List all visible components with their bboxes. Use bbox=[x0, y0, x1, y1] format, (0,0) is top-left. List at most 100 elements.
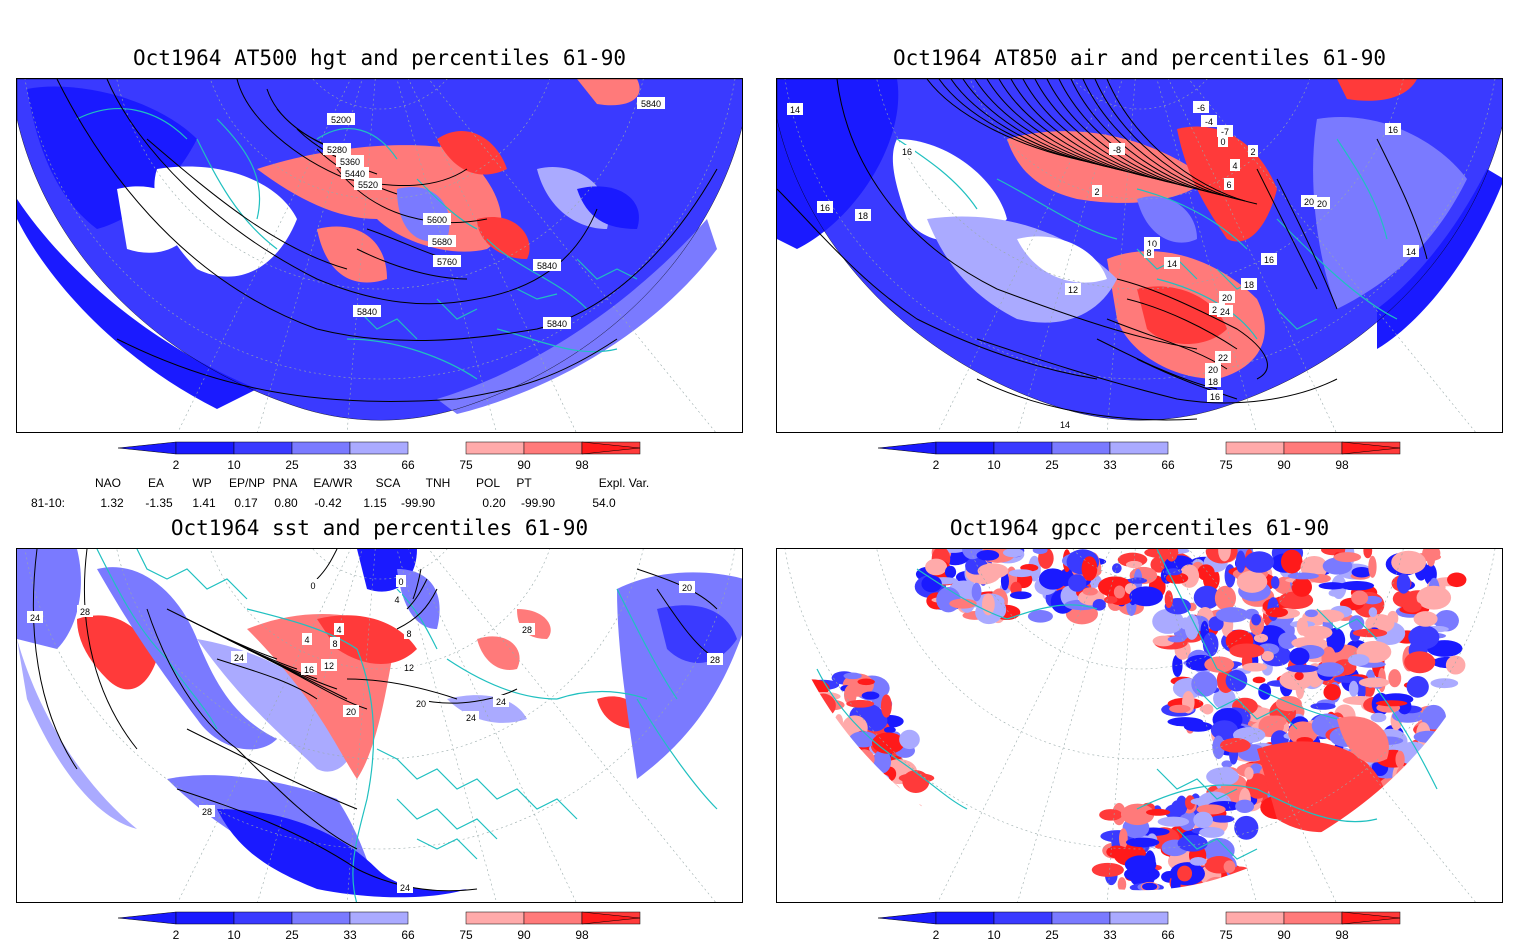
contour-label: 24 bbox=[231, 651, 247, 663]
precip-anomaly-cell bbox=[1189, 857, 1207, 866]
map-panel-sst: 24 28 24 28 24 16 12 8 4 4 0 20 20 24 24 28 28 20 12 8 4 0 bbox=[16, 548, 743, 903]
colorbar-high-arrow bbox=[1341, 911, 1401, 925]
precip-anomaly-cell bbox=[1351, 590, 1369, 606]
anomaly-area bbox=[317, 226, 387, 283]
longitude-gridline bbox=[1106, 549, 1136, 902]
precip-anomaly-cell bbox=[1375, 700, 1408, 707]
svg-text:6: 6 bbox=[1226, 180, 1231, 190]
precip-anomaly-cell bbox=[1185, 795, 1196, 810]
precip-anomaly-cell bbox=[1009, 591, 1032, 600]
precip-anomaly-cell bbox=[1265, 715, 1287, 728]
contour-label: 24 bbox=[1217, 305, 1233, 317]
longitude-gridline bbox=[1168, 549, 1337, 902]
contour-label: 12 bbox=[401, 661, 417, 673]
contour-label: 6 bbox=[1224, 178, 1234, 190]
coastline bbox=[896, 138, 1398, 340]
contour-label: 8 bbox=[1144, 246, 1154, 258]
svg-text:24: 24 bbox=[234, 653, 244, 663]
precip-anomaly-cell bbox=[1032, 549, 1048, 555]
svg-text:5520: 5520 bbox=[358, 180, 378, 190]
index-header: Expl. Var. bbox=[598, 476, 650, 490]
precip-anomaly-cell bbox=[1120, 803, 1155, 826]
contour-line bbox=[950, 79, 1102, 166]
precip-anomaly-cell bbox=[1164, 804, 1183, 819]
svg-text:5760: 5760 bbox=[437, 257, 457, 267]
precip-anomaly-cell bbox=[1092, 598, 1107, 611]
precip-anomaly-cell bbox=[1197, 564, 1215, 581]
contour-label: 14 bbox=[787, 103, 803, 115]
longitude-gridline bbox=[408, 549, 577, 902]
contour-label: 0 bbox=[396, 575, 406, 587]
precip-anomaly-cell bbox=[921, 575, 942, 593]
index-header: EA bbox=[147, 476, 165, 490]
longitude-gridline bbox=[1188, 79, 1476, 432]
contour-line bbox=[226, 638, 338, 690]
colorbar-svg bbox=[877, 911, 1401, 925]
svg-text:16: 16 bbox=[304, 665, 314, 675]
precip-anomaly-cell bbox=[1348, 680, 1359, 697]
contour-line bbox=[974, 79, 1126, 172]
colorbar-tick-label: 75 bbox=[1219, 928, 1233, 942]
contour-line bbox=[406, 578, 428, 610]
contour-label: -7 bbox=[1217, 125, 1233, 137]
colorbar-tick-label: 98 bbox=[575, 928, 589, 942]
precip-anomaly-cell bbox=[1286, 664, 1319, 673]
precip-anomaly-cell bbox=[1251, 613, 1262, 626]
index-header: SCA bbox=[375, 476, 401, 490]
precip-anomaly-cell bbox=[1225, 669, 1248, 692]
precip-anomaly-cell bbox=[1081, 556, 1098, 581]
precip-anomaly-cell bbox=[1167, 636, 1186, 643]
precip-anomaly-cell bbox=[1191, 671, 1218, 697]
precip-anomaly-cell bbox=[846, 699, 875, 708]
colorbar-segment bbox=[993, 441, 1053, 455]
precip-anomaly-cell bbox=[1157, 816, 1190, 827]
longitude-gridline bbox=[1168, 79, 1337, 432]
colorbar-tick-label: 25 bbox=[1045, 928, 1059, 942]
svg-text:18: 18 bbox=[1244, 280, 1254, 290]
svg-text:4: 4 bbox=[336, 625, 341, 635]
precip-anomaly-cell bbox=[843, 684, 857, 705]
colorbar-tick-label: 90 bbox=[517, 928, 531, 942]
contour-label: 0 bbox=[1218, 135, 1228, 147]
svg-text:0: 0 bbox=[1220, 137, 1225, 147]
contour-line bbox=[1116, 278, 1268, 380]
colorbar-tick-label: 66 bbox=[401, 458, 415, 472]
longitude-gridline bbox=[257, 79, 363, 432]
colorbar-segment bbox=[523, 911, 583, 925]
contour-line bbox=[116, 338, 618, 402]
contour-line bbox=[1070, 79, 1222, 196]
precip-anomaly-cell bbox=[1099, 809, 1123, 821]
longitude-gridline bbox=[177, 79, 351, 432]
svg-text:20: 20 bbox=[1317, 199, 1327, 209]
longitude-gridline bbox=[396, 79, 497, 432]
contour-label: 16 bbox=[1207, 390, 1223, 402]
colorbar-segment bbox=[1109, 911, 1169, 925]
map-panel-gpcc bbox=[776, 548, 1503, 903]
colorbar-segment bbox=[935, 911, 995, 925]
svg-text:-4: -4 bbox=[1205, 117, 1213, 127]
contour-label: 20 bbox=[413, 697, 429, 709]
longitude-gridline bbox=[1106, 79, 1136, 432]
contour-label: 20 bbox=[1205, 363, 1221, 375]
precip-anomaly-cell bbox=[1104, 596, 1118, 604]
latitude-gridline bbox=[312, 79, 448, 110]
anomaly-area bbox=[1337, 716, 1389, 763]
contour-label: 28 bbox=[519, 623, 535, 635]
anomaly-area bbox=[1137, 196, 1197, 243]
svg-text:28: 28 bbox=[80, 607, 90, 617]
precip-anomaly-cell bbox=[880, 694, 892, 718]
anomaly-area bbox=[97, 567, 277, 750]
contour-line bbox=[412, 568, 422, 600]
longitude-gridline bbox=[396, 549, 497, 902]
precip-anomaly-cell bbox=[1388, 669, 1402, 688]
contour-label: 24 bbox=[493, 695, 509, 707]
precip-anomaly-cell bbox=[1214, 585, 1237, 611]
index-header: POL bbox=[475, 476, 501, 490]
contour-label: 14 bbox=[1057, 418, 1073, 430]
colorbar-tick-label: 75 bbox=[1219, 458, 1233, 472]
anomaly-area bbox=[1377, 169, 1502, 349]
precip-anomaly-cell bbox=[1068, 574, 1087, 592]
colorbar-segment bbox=[465, 911, 525, 925]
index-value: 0.80 bbox=[274, 496, 298, 510]
precip-anomaly-cell bbox=[1287, 572, 1319, 580]
